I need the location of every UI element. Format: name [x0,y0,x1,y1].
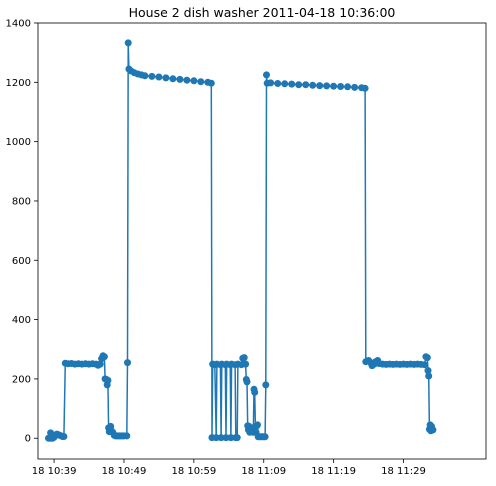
data-point [155,73,163,81]
data-point [344,83,352,91]
data-point [281,80,289,88]
data-point [288,80,296,88]
data-point [190,77,198,85]
data-point [251,388,259,396]
data-point [96,360,104,368]
x-tick-label: 18 11:29 [381,466,426,477]
data-point [302,81,310,89]
x-tick-label: 18 10:49 [102,466,147,477]
data-point [274,80,282,87]
plot-frame [37,22,487,460]
axes-layer: 0 200 400 600 800 1000 1200 1400 18 10:39 18 10:4… [6,19,487,477]
x-tick-label: 18 11:19 [311,466,356,477]
data-point [316,82,324,90]
data-point [183,76,191,84]
data-point [217,434,225,442]
x-tick-label: 18 10:59 [171,466,216,477]
data-point [323,82,331,90]
y-tick-label: 1400 [6,19,31,30]
data-point [429,426,437,434]
data-point [100,353,108,361]
data-point [227,434,235,442]
y-tick-label: 200 [12,374,31,385]
data-point [242,360,250,368]
series-layer [45,39,437,442]
data-point [337,83,345,90]
data-point [267,79,275,87]
data-point [169,75,177,83]
y-tick-label: 1200 [6,78,31,89]
y-tick-label: 400 [12,315,31,326]
data-point [261,433,269,441]
data-point [425,372,433,380]
data-point [148,72,156,80]
data-point [309,81,317,89]
y-tick-label: 1000 [6,137,31,148]
data-point [124,39,132,47]
data-point [243,378,251,386]
x-tick-label: 18 10:39 [32,466,77,477]
y-tick-label: 600 [12,256,31,267]
data-point [262,381,270,389]
data-point [254,421,261,429]
data-point [330,82,338,90]
data-point [351,83,359,91]
data-point [124,359,131,367]
data-point [162,74,170,82]
data-point [104,376,112,384]
data-point [207,79,215,87]
data-point [123,432,131,440]
data-point [295,81,303,89]
data-point [423,354,431,362]
data-point [176,75,184,83]
data-point [421,361,428,369]
data-point [233,434,241,442]
data-point [212,434,220,442]
chart-title: House 2 dish washer 2011-04-18 10:36:00 [129,5,396,20]
data-point [197,78,205,86]
data-point [263,71,270,79]
data-point [424,367,432,375]
data-point [60,433,68,440]
y-tick-label: 0 [25,434,31,445]
data-point [240,354,248,362]
data-point [361,84,369,92]
x-tick-label: 18 11:09 [241,466,286,477]
data-point [141,72,149,80]
y-tick-label: 800 [12,196,31,207]
data-point [222,434,230,442]
